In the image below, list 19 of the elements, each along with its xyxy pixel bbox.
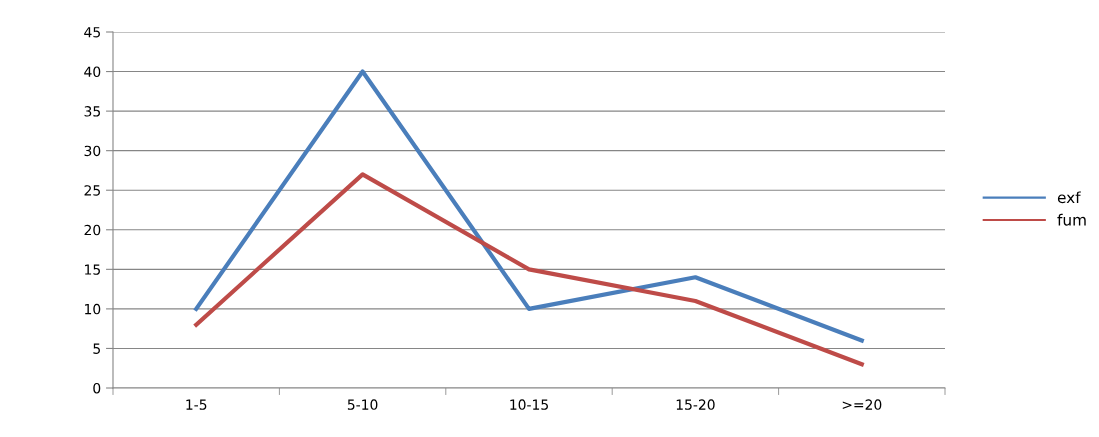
line-series (194, 172, 864, 367)
line-series (194, 69, 864, 343)
y-tick-label: 15 (85, 264, 100, 275)
x-tick-label: 1-5 (186, 399, 207, 410)
y-tick-label: 25 (84, 185, 100, 196)
x-tick-label: >=20 (842, 399, 882, 410)
y-tick-label: 20 (84, 224, 101, 236)
y-tick-label: 30 (84, 145, 101, 157)
x-tick-label: 5-10 (347, 399, 378, 410)
x-tick-label: 10-15 (510, 399, 548, 410)
y-tick-label: 35 (84, 106, 100, 117)
y-tick-label: 40 (84, 66, 101, 78)
y-tick-label: 10 (85, 303, 101, 315)
y-tick-label: 45 (84, 27, 100, 38)
y-tick-label: 0 (93, 382, 101, 394)
x-tick-label: 15-20 (676, 399, 715, 410)
y-tick-label: 5 (93, 343, 100, 354)
legend-label: fum (1057, 213, 1086, 226)
legend-label: exf (1057, 191, 1081, 204)
